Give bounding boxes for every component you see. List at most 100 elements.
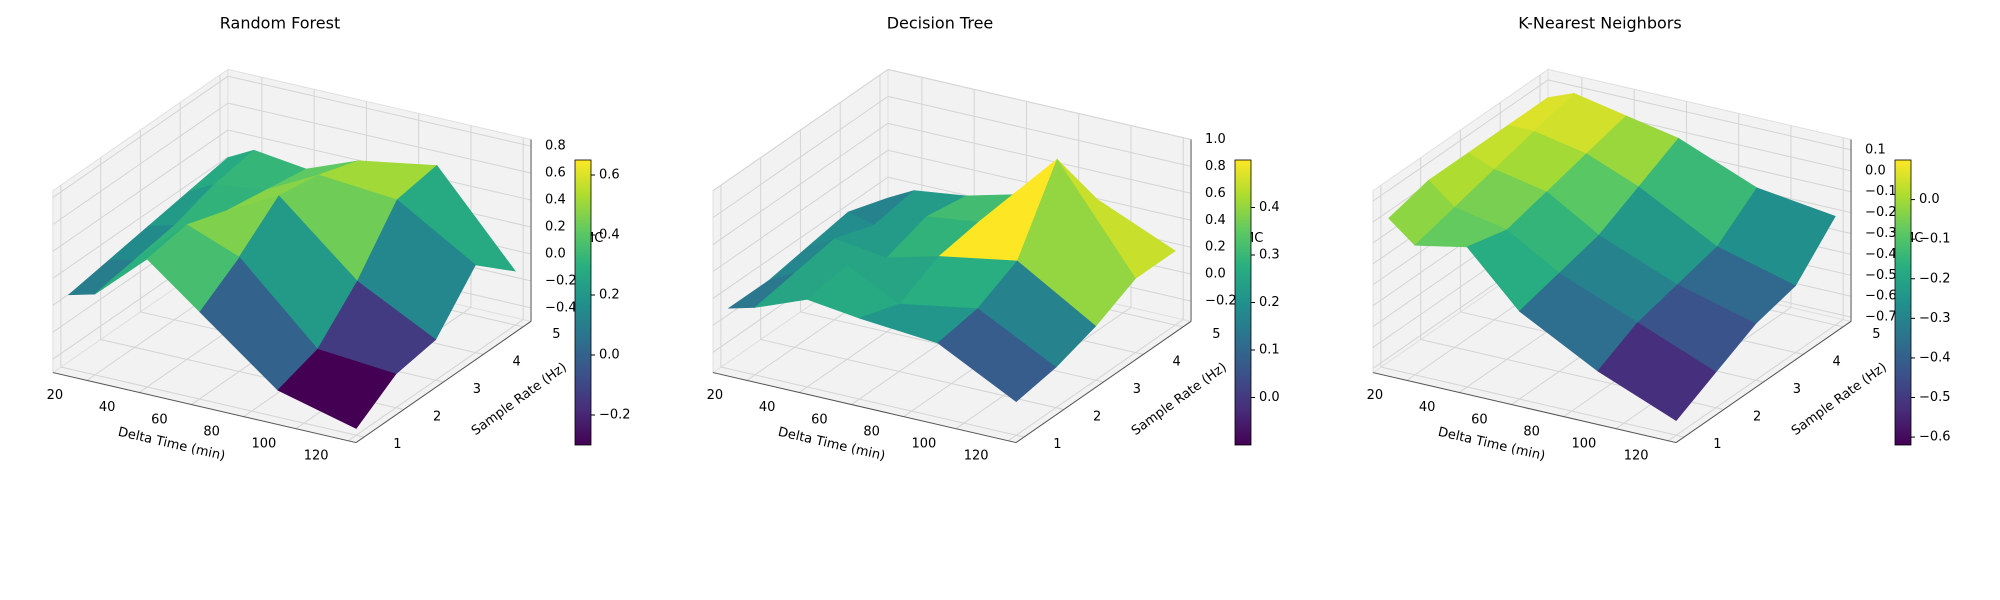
colorbar <box>1894 159 1912 446</box>
x-tick-label: 100 <box>251 436 276 451</box>
x-tick-label: 40 <box>99 400 116 415</box>
grid-line <box>712 176 889 299</box>
z-tick-label: 0.6 <box>545 166 566 181</box>
z-tick-label: 0.8 <box>1205 159 1226 174</box>
grid-line <box>227 102 532 174</box>
colorbar <box>1234 159 1252 446</box>
y-tick-label: 2 <box>1753 410 1761 425</box>
y-axis-label: Sample Rate (Hz) <box>1789 360 1890 439</box>
axis-line <box>1675 320 1852 443</box>
z-tick-label: −0.6 <box>1865 289 1897 304</box>
y-tick-label: 5 <box>1872 327 1880 342</box>
z-tick-label: 0.0 <box>1205 267 1226 282</box>
y-axis-label: Sample Rate (Hz) <box>469 360 570 439</box>
z-tick-label: −0.2 <box>1205 294 1237 309</box>
y-tick-label: 1 <box>1713 437 1721 452</box>
z-tick-label: −0.7 <box>1865 310 1897 325</box>
grid-line <box>887 122 1192 194</box>
subplot-title: Decision Tree <box>887 14 994 33</box>
surface-face <box>146 224 240 312</box>
grid-line <box>52 75 229 198</box>
z-tick-label: 1.0 <box>1205 132 1226 147</box>
z-tick-label: 0.8 <box>545 139 566 154</box>
y-tick-label: 5 <box>1212 327 1220 342</box>
y-tick-label: 3 <box>473 382 481 397</box>
x-tick-label: 20 <box>47 388 64 403</box>
y-axis-label: Sample Rate (Hz) <box>1129 360 1230 439</box>
x-tick-label: 80 <box>1523 424 1540 439</box>
grid-line <box>1547 79 1852 151</box>
x-tick-label: 40 <box>759 400 776 415</box>
colorbar-tick-label: −0.2 <box>1919 271 1951 286</box>
x-tick-label: 100 <box>1571 436 1596 451</box>
x-tick-label: 60 <box>811 412 828 427</box>
y-tick-label: 3 <box>1133 382 1141 397</box>
grid-line <box>712 95 889 219</box>
x-tick-label: 120 <box>964 448 989 463</box>
y-tick-label: 2 <box>1093 410 1101 425</box>
grid-line <box>712 149 889 272</box>
x-tick-label: 80 <box>863 424 880 439</box>
axis-line <box>52 372 357 444</box>
x-tick-label: 60 <box>151 412 168 427</box>
x-tick-label: 80 <box>203 424 220 439</box>
z-tick-label: 0.0 <box>545 246 566 261</box>
colorbar-tick-label: 0.6 <box>599 168 620 183</box>
axis-line <box>712 372 1017 444</box>
colorbar-tick-label: 0.4 <box>1259 200 1280 215</box>
colorbar-tick-label: 0.1 <box>1259 343 1280 358</box>
y-tick-label: 4 <box>513 355 521 370</box>
x-tick-label: 60 <box>1471 412 1488 427</box>
colorbar-tick-label: 0.4 <box>599 228 620 243</box>
grid-line <box>227 75 532 147</box>
z-tick-label: −0.4 <box>545 300 577 315</box>
z-tick-label: −0.1 <box>1865 184 1897 199</box>
colorbar-tick-label: 0.0 <box>1259 390 1280 405</box>
colorbar-tick-label: 0.2 <box>599 288 620 303</box>
x-tick-label: 120 <box>1624 448 1649 463</box>
colorbar-tick-label: −0.2 <box>599 408 631 423</box>
grid-line <box>52 102 229 225</box>
surface-face <box>1597 322 1717 421</box>
z-tick-label: 0.6 <box>1205 186 1226 201</box>
colorbar-tick-label: 0.2 <box>1259 295 1280 310</box>
z-tick-label: −0.3 <box>1865 226 1897 241</box>
z-tick-label: 0.1 <box>1865 142 1886 157</box>
grid-line <box>52 129 229 252</box>
grid-line <box>1380 366 1685 438</box>
z-tick-label: −0.5 <box>1865 268 1897 283</box>
y-tick-label: 2 <box>433 410 441 425</box>
colorbar-tick-label: 0.0 <box>1919 192 1940 207</box>
y-tick-label: 1 <box>393 437 401 452</box>
y-tick-label: 4 <box>1833 355 1841 370</box>
colorbar-tick-label: −0.6 <box>1919 430 1951 445</box>
grid-line <box>887 68 1192 140</box>
x-tick-label: 20 <box>707 388 724 403</box>
z-tick-label: −0.2 <box>1865 205 1897 220</box>
grid-line <box>60 366 365 438</box>
surface-face <box>277 348 397 429</box>
grid-line <box>712 122 889 245</box>
axis-line <box>1015 320 1192 443</box>
z-tick-label: −0.2 <box>545 273 577 288</box>
grid-line <box>720 366 1025 438</box>
colorbar-tick-label: 0.3 <box>1259 248 1280 263</box>
y-tick-label: 1 <box>1053 437 1061 452</box>
subplot-title: K-Nearest Neighbors <box>1518 14 1681 33</box>
grid-line <box>52 156 229 279</box>
x-tick-label: 100 <box>911 436 936 451</box>
axis-line <box>1372 372 1677 444</box>
colorbar-tick-label: −0.3 <box>1919 311 1951 326</box>
subplot: Random Forest 20 40 60 80 100 120 1 2 3 4 5 −0.4 −0.2… <box>47 14 631 465</box>
x-tick-label: 120 <box>304 448 329 463</box>
grid-line <box>1372 79 1549 202</box>
z-tick-label: 0.4 <box>545 193 566 208</box>
colorbar-tick-label: −0.5 <box>1919 390 1951 405</box>
z-tick-label: −0.4 <box>1865 247 1897 262</box>
y-tick-label: 5 <box>552 327 560 342</box>
grid-line <box>712 69 889 192</box>
subplot: Decision Tree 20 40 60 80 100 120 1 2 3 4 5 −0.2 0.0 0… <box>707 14 1280 465</box>
z-tick-label: 0.2 <box>545 220 566 235</box>
y-tick-label: 4 <box>1173 355 1181 370</box>
